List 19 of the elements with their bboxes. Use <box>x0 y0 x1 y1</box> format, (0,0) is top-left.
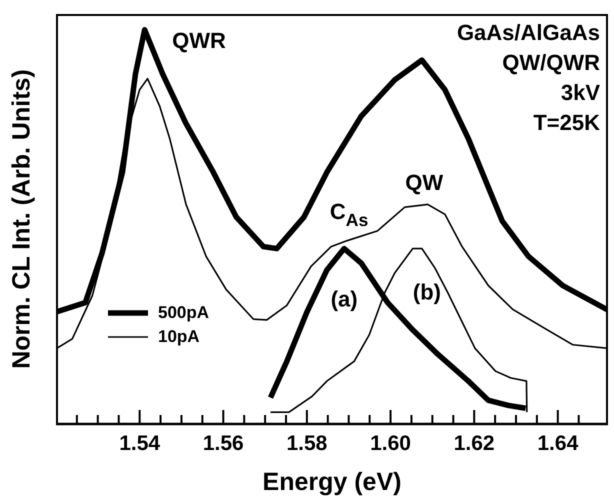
x-tick-label: 1.56 <box>202 432 244 455</box>
x-tick-label: 1.60 <box>370 432 411 455</box>
annotation: GaAs/AlGaAs <box>456 19 600 47</box>
annotation: 3kV <box>560 79 600 107</box>
annotation: (b) <box>412 279 441 304</box>
x-tick-label: 1.58 <box>286 432 328 455</box>
x-tick-label: 1.64 <box>537 432 579 455</box>
x-tick-label: 1.54 <box>119 432 160 455</box>
y-axis-title: Norm. CL Int. (Arb. Units) <box>8 69 36 369</box>
annotation: C$_{As}$ <box>330 198 369 230</box>
annotation: QW/QWR <box>501 49 600 77</box>
legend-label: 500pA <box>158 303 210 323</box>
legend-label: 10pA <box>158 327 200 347</box>
annotation: T=25K <box>532 109 600 137</box>
annotation: QW <box>405 170 444 195</box>
x-tick-label: 1.62 <box>454 432 495 455</box>
annotation: QWR <box>172 28 226 53</box>
x-axis-title: Energy (eV) <box>262 468 402 496</box>
annotation: (a) <box>330 286 358 312</box>
